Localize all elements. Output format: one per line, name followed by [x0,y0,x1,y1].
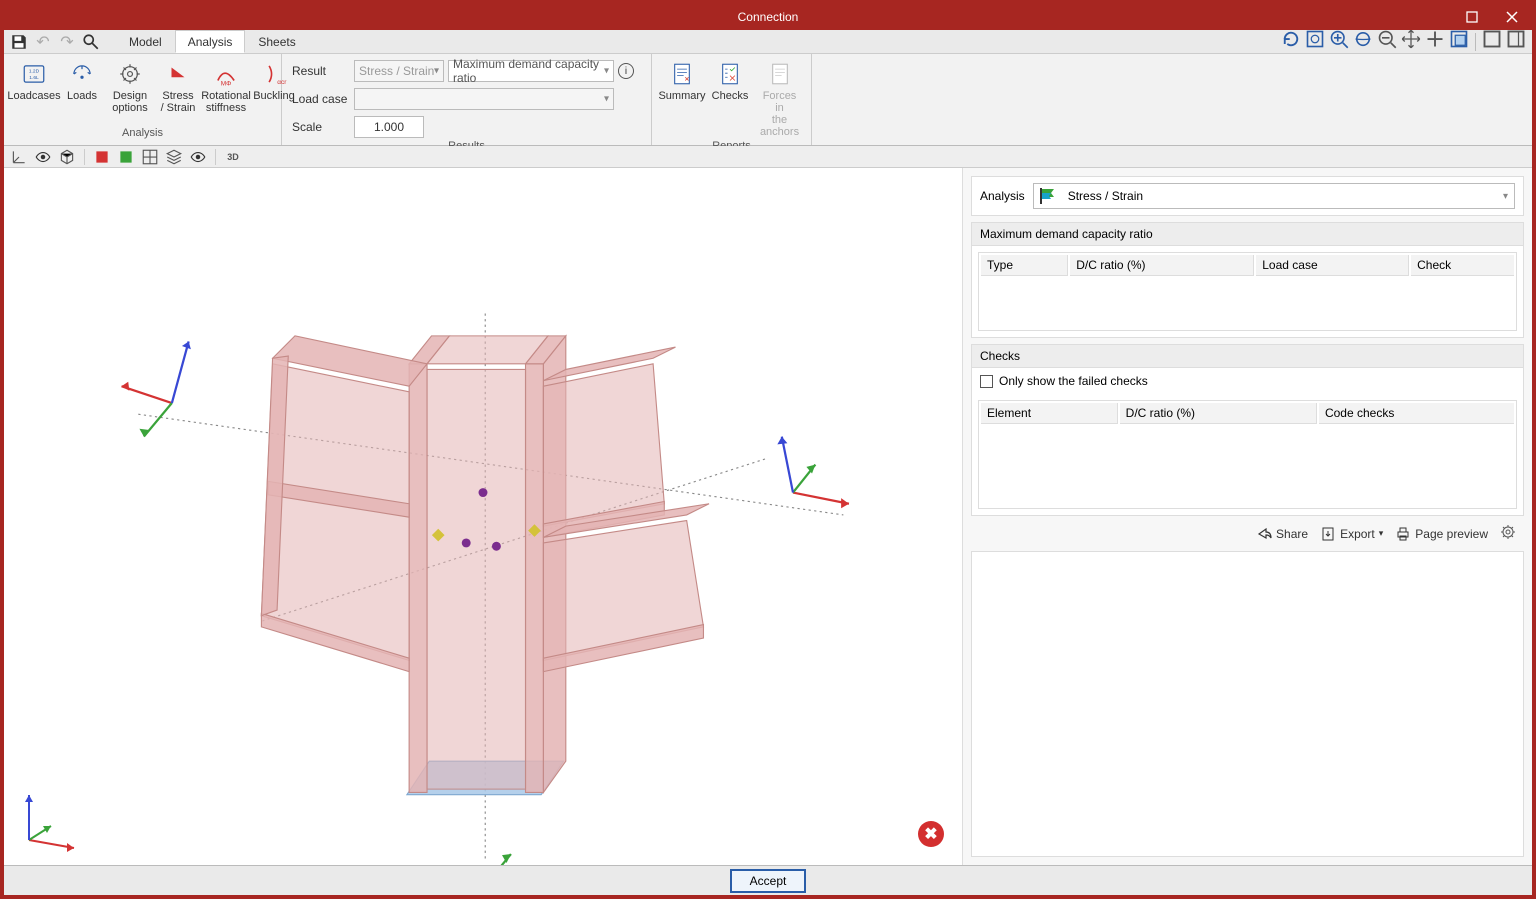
tab-sheets[interactable]: Sheets [245,30,308,53]
global-axes-icon [14,785,84,855]
ratio-col-loadcase[interactable]: Load case [1256,255,1409,276]
result-type-combo[interactable]: Stress / Strain▾ [354,60,444,82]
stress-strain-button[interactable]: Stress / Strain [156,58,200,116]
close-button[interactable] [1492,4,1532,30]
loadcase-combo[interactable]: ▾ [354,88,614,110]
loads-button[interactable]: Loads [60,58,104,104]
ratio-col-type[interactable]: Type [981,255,1068,276]
axes-icon[interactable] [10,148,28,166]
summary-button[interactable]: Summary [660,58,704,104]
redo-icon[interactable]: ↷ [58,33,76,51]
undo-icon[interactable]: ↶ [34,33,52,51]
checks-button[interactable]: Checks [708,58,752,104]
only-failed-checkbox[interactable] [980,375,993,388]
result-label: Result [290,64,350,78]
ribbon: 1.2D1.6L Loadcases Loads Design options … [4,54,1532,146]
tab-analysis[interactable]: Analysis [175,30,246,53]
pan-icon[interactable] [1401,29,1421,54]
svg-text:1.6L: 1.6L [29,75,39,81]
search-icon[interactable] [82,33,100,51]
tab-model[interactable]: Model [116,30,175,53]
layout-split-icon[interactable] [1506,29,1526,54]
flag-icon [1040,188,1062,204]
svg-text:MΦ: MΦ [221,80,232,87]
view-reset-icon[interactable] [1281,29,1301,54]
analysis-dropdown-label: Analysis [980,189,1025,203]
checks-section-header: Checks [972,345,1523,368]
design-options-button[interactable]: Design options [108,58,152,116]
loadcase-label: Load case [290,92,350,106]
select-window-icon[interactable] [1449,29,1469,54]
3d-label-icon[interactable]: 3D [224,148,242,166]
rotational-stiffness-button[interactable]: MΦ Rotational stiffness [204,58,248,116]
maximize-button[interactable] [1452,4,1492,30]
3d-viewport[interactable]: ✖ [4,168,962,865]
forces-anchors-button: Forces in the anchors [756,58,803,140]
layer1-icon[interactable] [93,148,111,166]
scale-input[interactable]: 1.000 [354,116,424,138]
analysis-dropdown[interactable]: Stress / Strain ▾ [1033,183,1515,209]
svg-text:1.2D: 1.2D [29,68,40,74]
checks-col-code[interactable]: Code checks [1319,403,1514,424]
move-icon[interactable] [1425,29,1445,54]
accept-button[interactable]: Accept [730,869,807,893]
layers-icon[interactable] [165,148,183,166]
export-icon [1320,526,1336,542]
info-icon[interactable]: i [618,63,634,79]
iso-icon[interactable] [58,148,76,166]
settings-gear-icon[interactable] [1500,524,1516,543]
ratio-col-check[interactable]: Check [1411,255,1514,276]
zoom-in-icon[interactable] [1329,29,1349,54]
model-render [4,168,962,865]
layout-single-icon[interactable] [1482,29,1502,54]
only-failed-label: Only show the failed checks [999,374,1148,388]
loadcases-button[interactable]: 1.2D1.6L Loadcases [12,58,56,104]
orbit-icon[interactable] [1353,29,1373,54]
grid-icon[interactable] [141,148,159,166]
ratio-table: Type D/C ratio (%) Load case Check [978,252,1517,331]
page-preview-button[interactable]: Page preview [1395,524,1488,543]
save-icon[interactable] [10,33,28,51]
checks-table: Element D/C ratio (%) Code checks [978,400,1517,509]
results-panel: Analysis Stress / Strain ▾ Maximum deman… [962,168,1532,865]
checks-col-dc[interactable]: D/C ratio (%) [1120,403,1317,424]
error-badge-icon[interactable]: ✖ [918,821,944,847]
ratio-col-dc[interactable]: D/C ratio (%) [1070,255,1254,276]
bottom-bar: Accept [4,865,1532,895]
viewport-toolbar: 3D [4,146,1532,168]
report-preview-area[interactable] [971,551,1524,857]
visibility-icon[interactable] [189,148,207,166]
printer-icon [1395,526,1411,542]
scale-label: Scale [290,120,350,134]
checks-col-element[interactable]: Element [981,403,1118,424]
share-icon [1256,526,1272,542]
result-metric-combo[interactable]: Maximum demand capacity ratio▾ [448,60,614,82]
titlebar: Connection [4,4,1532,30]
eye-icon[interactable] [34,148,52,166]
ribbon-group-analysis-label: Analysis [4,127,281,145]
share-button[interactable]: Share [1256,524,1308,543]
window-title: Connection [738,10,799,24]
export-button[interactable]: Export ▾ [1320,524,1383,543]
quick-access-row: ↶ ↷ Model Analysis Sheets [4,30,1532,54]
zoom-fit-icon[interactable] [1305,29,1325,54]
layer2-icon[interactable] [117,148,135,166]
ratio-section-header: Maximum demand capacity ratio [972,223,1523,246]
zoom-out-icon[interactable] [1377,29,1397,54]
